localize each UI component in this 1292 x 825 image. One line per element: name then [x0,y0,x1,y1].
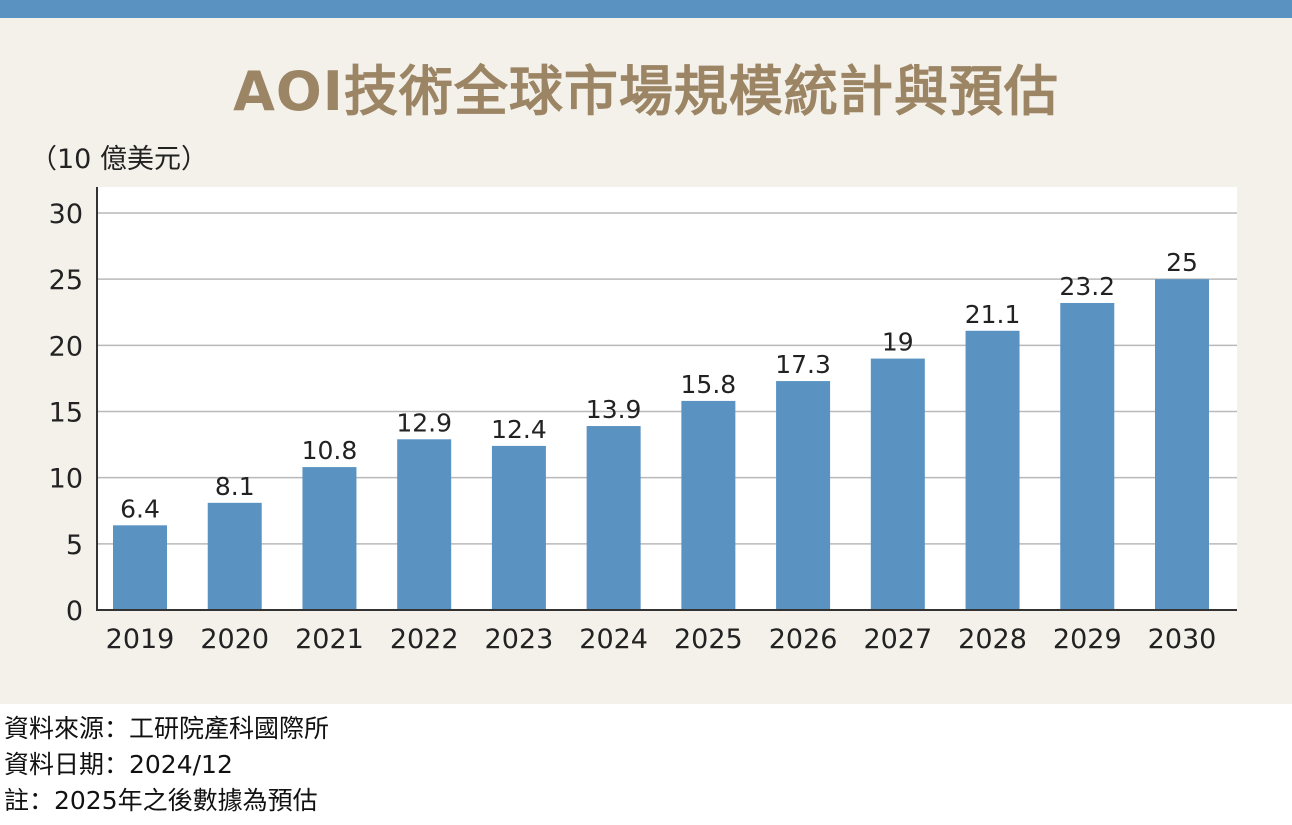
x-tick-label-2030: 2030 [1148,624,1217,655]
value-label-2021: 10.8 [302,436,358,465]
x-tick-label-2023: 2023 [485,624,554,655]
gridlines [97,212,1237,545]
top-accent-bar [0,0,1292,18]
chart-title: AOI技術全球市場規模統計與預估 [233,60,1059,123]
y-axis-ticks: 0 5 10 15 20 25 30 [49,199,83,627]
x-tick-label-2027: 2027 [863,624,932,655]
bar-2021 [302,467,357,610]
plot-area [97,187,1237,610]
y-axis-unit-label: （10 億美元） [30,144,208,175]
remark-note: 註：2025年之後數據為預估 [4,786,318,815]
value-label-2022: 12.9 [396,408,452,437]
x-tick-label-2020: 2020 [200,624,269,655]
x-axis-ticks: 2019 2020 2021 2022 2023 2024 2025 2026 2027 2028… [106,624,1217,655]
y-tick-label: 10 [49,464,83,495]
bar-2030 [1155,279,1209,610]
x-tick-label-2022: 2022 [390,624,459,655]
bars [113,279,1209,610]
bar-2023 [491,445,546,610]
chart-card: AOI技術全球市場規模統計與預估 （10 億美元） 0 5 10 15 20 25 30 6… [0,0,1292,704]
footnotes: 資料來源：工研院產科國際所 資料日期：2024/12 註：2025年之後數據為預… [4,711,329,819]
y-tick-label: 20 [49,331,83,362]
x-tick-label-2028: 2028 [958,624,1027,655]
value-label-2029: 23.2 [1059,272,1115,301]
x-tick-label-2019: 2019 [106,624,175,655]
value-label-2020: 8.1 [215,472,255,501]
x-tick-label-2021: 2021 [295,624,364,655]
y-tick-label: 5 [66,530,83,561]
value-label-2027: 19 [882,328,914,357]
x-tick-label-2026: 2026 [769,624,838,655]
x-tick-label-2029: 2029 [1053,624,1122,655]
y-tick-label: 30 [49,199,83,230]
bar-2019 [113,525,167,610]
x-tick-label-2024: 2024 [579,624,648,655]
bar-2029 [1060,302,1115,610]
bar-2028 [965,330,1020,610]
y-tick-label: 15 [49,398,83,429]
bar-2024 [586,426,641,610]
y-tick-label: 0 [66,596,83,627]
value-label-2024: 13.9 [586,395,642,424]
bar-2020 [207,502,262,610]
source-note: 資料來源：工研院產科國際所 [4,714,330,743]
bar-2026 [776,381,831,610]
x-tick-label-2025: 2025 [674,624,743,655]
value-labels: 6.4 8.1 10.8 12.9 12.4 13.9 15.8 17.3 19 21.1 23.2… [120,248,1198,523]
bar-2022 [397,439,452,610]
value-label-2028: 21.1 [965,300,1021,329]
bar-2025 [681,400,736,610]
y-tick-label: 25 [49,265,83,296]
date-note: 資料日期：2024/12 [4,750,233,779]
value-label-2030: 25 [1166,248,1198,277]
value-label-2025: 15.8 [681,370,737,399]
value-label-2026: 17.3 [775,350,831,379]
value-label-2023: 12.4 [491,415,547,444]
bar-2027 [870,358,925,610]
value-label-2019: 6.4 [120,494,160,523]
